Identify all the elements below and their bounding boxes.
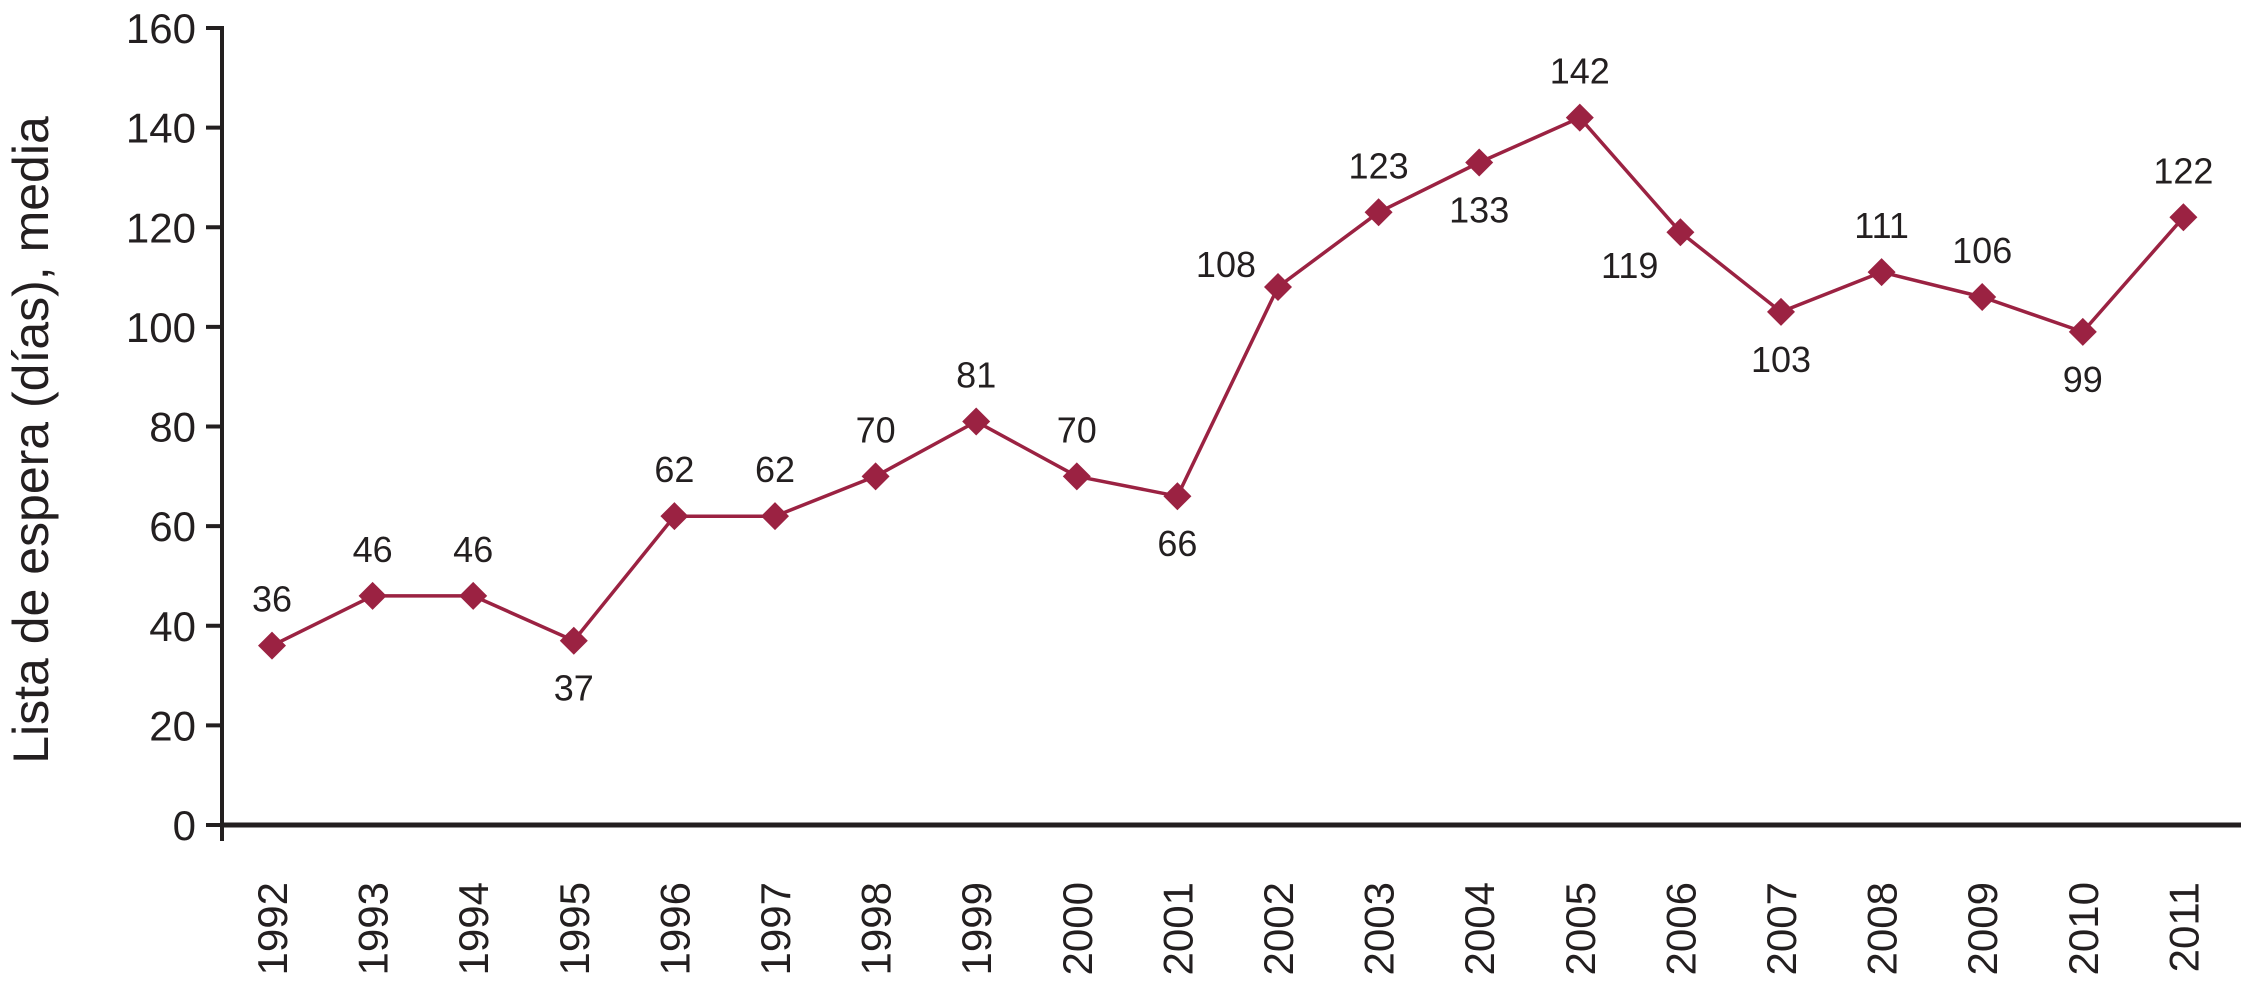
data-point-marker bbox=[962, 407, 991, 436]
y-tick-label: 40 bbox=[149, 603, 196, 650]
y-tick-label: 140 bbox=[126, 105, 196, 152]
data-label: 46 bbox=[353, 529, 393, 570]
series-polyline bbox=[271, 115, 2185, 648]
x-tick-label: 2002 bbox=[1255, 882, 1302, 975]
x-tick-label: 1992 bbox=[249, 882, 296, 975]
data-point-marker bbox=[1666, 218, 1695, 247]
data-label: 103 bbox=[1751, 339, 1811, 380]
x-tick-label: 1996 bbox=[651, 882, 698, 975]
data-label: 66 bbox=[1157, 523, 1197, 564]
data-point-marker bbox=[1767, 297, 1795, 326]
data-label: 70 bbox=[856, 409, 896, 450]
data-labels: 36 46 46 37 62 62 70 81 70 66 108 123 133 142 119 103 11… bbox=[252, 51, 2213, 709]
data-label: 106 bbox=[1952, 230, 2012, 271]
data-label: 119 bbox=[1601, 245, 1658, 286]
x-tick-label: 2007 bbox=[1758, 882, 1805, 975]
y-tick-label: 80 bbox=[149, 404, 196, 451]
data-label: 111 bbox=[1854, 205, 1909, 246]
data-point-marker bbox=[861, 462, 890, 491]
y-axis: 0 20 40 60 80 100 120 140 160 bbox=[126, 5, 224, 849]
data-label: 62 bbox=[755, 449, 795, 490]
x-tick-label: 2001 bbox=[1154, 882, 1201, 975]
x-tick-label: 2011 bbox=[2160, 882, 2207, 972]
y-tick-label: 20 bbox=[149, 702, 196, 749]
series-line bbox=[271, 115, 2185, 648]
x-tick-label: 1994 bbox=[450, 882, 497, 975]
y-tick-label: 120 bbox=[126, 204, 196, 251]
data-label: 70 bbox=[1057, 409, 1097, 450]
x-tick-label: 2008 bbox=[1859, 882, 1906, 975]
data-label: 81 bbox=[956, 355, 996, 396]
data-point-marker bbox=[660, 502, 689, 531]
data-point-marker bbox=[559, 626, 588, 655]
x-tick-label: 1997 bbox=[752, 882, 799, 975]
x-tick-label: 1995 bbox=[551, 882, 598, 975]
x-axis: 1992 1993 1994 1995 1996 1997 1998 1999 2000 2001… bbox=[220, 822, 2241, 975]
data-point-marker bbox=[2068, 317, 2097, 346]
data-point-marker bbox=[1867, 258, 1896, 287]
data-label: 108 bbox=[1196, 244, 1256, 285]
y-tick-label: 60 bbox=[149, 503, 196, 550]
data-label: 46 bbox=[453, 529, 493, 570]
y-tick-label: 0 bbox=[173, 802, 196, 849]
data-label: 37 bbox=[554, 668, 594, 709]
data-label: 133 bbox=[1449, 189, 1509, 230]
data-point-marker bbox=[459, 581, 488, 610]
x-tick-label: 2004 bbox=[1456, 882, 1503, 975]
data-label: 123 bbox=[1349, 145, 1409, 186]
x-tick-label: 1993 bbox=[350, 882, 397, 975]
x-tick-label: 2003 bbox=[1356, 882, 1403, 975]
x-tick-label: 1998 bbox=[853, 882, 900, 975]
data-point-marker bbox=[358, 581, 387, 610]
data-point-marker bbox=[1364, 198, 1393, 227]
x-tick-label: 2005 bbox=[1557, 882, 1604, 975]
data-point-marker bbox=[1565, 103, 1594, 132]
data-point-marker bbox=[258, 631, 286, 660]
data-label: 36 bbox=[252, 579, 292, 620]
data-point-marker bbox=[1968, 282, 1997, 311]
data-label: 142 bbox=[1550, 51, 1610, 92]
data-label: 62 bbox=[654, 449, 694, 490]
data-label: 99 bbox=[2063, 359, 2103, 400]
data-point-marker bbox=[1163, 482, 1192, 511]
data-point-marker bbox=[1062, 462, 1091, 491]
data-point-marker bbox=[761, 502, 789, 531]
x-tick-label: 2010 bbox=[2060, 882, 2107, 975]
x-tick-label: 2009 bbox=[1959, 882, 2006, 975]
data-markers bbox=[258, 103, 2198, 660]
data-point-marker bbox=[2169, 203, 2198, 232]
data-point-marker bbox=[1264, 273, 1292, 302]
x-tick-label: 2006 bbox=[1657, 882, 1704, 975]
x-tick-label: 1999 bbox=[953, 882, 1000, 975]
y-tick-label: 100 bbox=[126, 304, 196, 351]
y-axis-title: Lista de espera (días), media bbox=[3, 116, 59, 764]
y-tick-label: 160 bbox=[126, 5, 196, 52]
data-point-marker bbox=[1465, 148, 1494, 177]
data-label: 122 bbox=[2153, 150, 2213, 191]
x-tick-label: 2000 bbox=[1054, 882, 1101, 975]
